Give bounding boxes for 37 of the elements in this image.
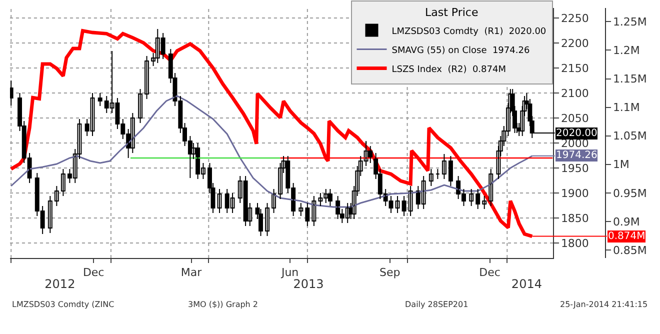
text: LMZSDS03 Comdty (ZINC <box>12 300 115 309</box>
y-tick-label: 1950 <box>560 162 589 175</box>
annotation: 2020.00 <box>556 128 598 139</box>
x2-tick-label: 2014 <box>511 277 542 291</box>
y2-tick-label: 1.1M <box>612 101 640 114</box>
y2-tick-label: 1M <box>612 158 630 172</box>
y-tick-label: 2200 <box>560 36 589 50</box>
legend-title: Last Price <box>425 6 478 19</box>
legend-label: LSZS Index (R2) 0.874M <box>392 64 506 75</box>
text: 25-Jan-2014 21:41:15 <box>560 300 648 309</box>
x2-tick-label: 2012 <box>44 277 76 291</box>
text: 3MO ($)) Graph 2 <box>188 300 258 309</box>
y2-tick-label: 0.95M <box>612 186 647 200</box>
y-tick-label: 1800 <box>560 236 589 250</box>
data-label: 0.874M <box>608 231 646 242</box>
x-tick-label: Dec <box>82 266 104 280</box>
y2-tick-label: 1.05M <box>612 130 647 143</box>
x-tick-label: Dec <box>479 266 500 280</box>
text: Daily 28SEP201 <box>405 300 468 309</box>
y2-tick-label: 0.85M <box>612 244 647 257</box>
y-tick-label: 2050 <box>560 112 589 125</box>
y-tick-label: 2250 <box>560 12 589 25</box>
x-tick-label: Jun <box>280 266 299 280</box>
x-tick-label: Sep <box>380 266 400 280</box>
y-tick-label: 1850 <box>560 212 589 225</box>
x-tick-label: Mar <box>180 266 202 280</box>
y-tick-label: 2100 <box>560 86 589 100</box>
y-tick-label: 2150 <box>560 62 589 75</box>
legend-label: LMZSDS03 Comdty (R1) 2020.00 <box>392 26 546 37</box>
x2-tick-label: 2013 <box>293 277 324 291</box>
y-tick-label: 1900 <box>560 186 589 200</box>
y2-tick-label: 1.2M <box>612 44 640 58</box>
y2-tick-label: 1.15M <box>612 72 647 86</box>
legend-label: SMAVG (55) on Close 1974.26 <box>392 46 530 56</box>
y2-tick-label: 0.9M <box>612 215 640 228</box>
data-label: 1974.26 <box>556 150 598 161</box>
y2-tick-label: 1.25M <box>612 16 647 29</box>
